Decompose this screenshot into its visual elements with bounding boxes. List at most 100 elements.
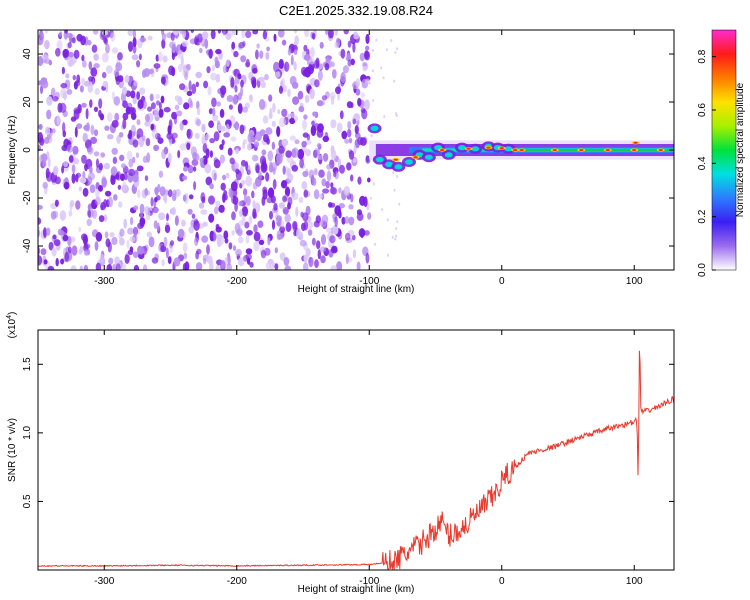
heatmap-noise-cell <box>173 257 181 267</box>
heatmap-noise-cell <box>352 118 357 125</box>
heatmap-noise-cell <box>242 106 248 113</box>
heatmap-noise-cell <box>189 100 194 109</box>
heatmap-signal-core <box>515 149 674 151</box>
heatmap-noise-cell <box>142 100 147 109</box>
heatmap-noise-cell <box>174 104 180 111</box>
heatmap-noise-cell <box>158 170 164 178</box>
heatmap-noise-cell <box>229 157 235 165</box>
heatmap-noise-cell <box>163 236 168 248</box>
heatmap-noise-cell <box>119 154 125 162</box>
heatmap-noise-cell <box>57 102 63 113</box>
heatmap-noise-cell <box>395 234 398 238</box>
colorbar-tick-label: 0.0 <box>697 263 708 277</box>
heatmap-noise-cell <box>215 200 221 207</box>
heatmap-noise-cell <box>246 230 253 236</box>
heatmap-noise-cell <box>187 208 193 215</box>
heatmap-noise-cell <box>53 239 61 247</box>
heatmap-signal-blob <box>405 159 413 165</box>
heatmap-noise-cell <box>70 265 77 270</box>
heatmap-noise-cell <box>316 148 321 156</box>
heatmap-noise-cell <box>71 37 76 44</box>
heatmap-noise-cell <box>99 253 105 264</box>
heatmap-noise-cell <box>321 178 327 187</box>
heatmap-noise-cell <box>61 165 65 174</box>
heatmap-noise-cell <box>122 100 128 108</box>
heatmap-noise-cell <box>132 251 139 258</box>
heatmap-noise-cell <box>276 215 282 222</box>
heatmap-noise-cell <box>156 100 160 106</box>
snr-multiplier: (x104) <box>6 312 18 339</box>
heatmap-noise-cell <box>38 55 44 67</box>
heatmap-hot-spot <box>413 156 418 159</box>
heatmap-noise-cell <box>139 87 146 95</box>
heatmap-noise-cell <box>237 73 242 80</box>
heatmap-noise-cell <box>247 165 251 176</box>
heatmap-noise-cell <box>319 246 327 253</box>
heatmap-noise-cell <box>102 30 109 36</box>
heatmap-noise-cell <box>315 215 321 224</box>
heatmap-hot-spot <box>512 149 518 151</box>
heatmap-noise-cell <box>194 132 200 139</box>
heatmap-noise-cell <box>84 249 89 256</box>
heatmap-noise-cell <box>396 47 399 51</box>
heatmap-noise-cell <box>62 48 70 58</box>
heatmap-noise-cell <box>241 30 246 39</box>
heatmap-noise-cell <box>58 229 65 236</box>
heatmap-noise-cell <box>227 30 234 37</box>
heatmap-noise-cell <box>338 203 345 209</box>
heatmap-noise-cell <box>77 103 82 114</box>
heatmap-noise-cell <box>348 150 355 160</box>
heatmap-noise-cell <box>137 247 144 255</box>
heatmap-noise-cell <box>367 177 371 183</box>
heatmap-noise-cell <box>51 247 57 257</box>
heatmap-noise-cell <box>132 156 136 164</box>
heatmap-noise-cell <box>76 172 82 178</box>
heatmap-noise-cell <box>54 199 59 207</box>
heatmap-noise-cell <box>216 237 222 248</box>
heatmap-noise-cell <box>337 92 341 101</box>
heatmap-noise-cell <box>171 132 178 139</box>
heatmap-noise-cell <box>93 106 99 113</box>
heatmap-noise-cell <box>390 39 393 42</box>
heatmap-noise-cell <box>330 265 338 270</box>
heatmap-noise-cell <box>182 242 188 253</box>
heatmap-noise-cell <box>258 239 265 246</box>
heatmap-noise-cell <box>320 234 327 245</box>
heatmap-noise-cell <box>234 162 239 170</box>
heatmap-noise-cell <box>257 220 264 228</box>
heatmap-noise-cell <box>213 159 221 169</box>
heatmap-noise-cell <box>275 71 281 78</box>
heatmap-noise-cell <box>165 247 169 259</box>
heatmap-noise-cell <box>175 189 181 197</box>
heatmap-noise-cell <box>395 227 398 230</box>
heatmap-noise-cell <box>245 248 253 255</box>
heatmap-noise-cell <box>68 51 74 58</box>
heatmap-noise-cell <box>309 88 315 100</box>
heatmap-noise-cell <box>128 129 132 140</box>
heatmap-noise-cell <box>91 44 98 53</box>
heatmap-signal-blob <box>385 161 394 167</box>
heatmap-noise-cell <box>267 258 274 265</box>
heatmap-noise-cell <box>73 49 80 59</box>
heatmap-noise-cell <box>223 230 229 240</box>
heatmap-noise-cell <box>214 60 220 69</box>
heatmap-noise-cell <box>252 30 259 35</box>
heatmap-noise-cell <box>235 170 242 181</box>
heatmap-noise-cell <box>222 65 228 74</box>
heatmap-hot-spot <box>552 149 557 151</box>
heatmap-noise-cell <box>78 186 82 192</box>
heatmap-noise-cell <box>47 265 55 270</box>
heatmap-noise-cell <box>88 76 94 82</box>
heatmap-signal-blob <box>370 125 379 131</box>
heatmap-noise-cell <box>158 51 163 62</box>
heatmap-noise-cell <box>253 224 258 233</box>
bottom-x-ticks: -300 -200 -100 0 100 <box>94 330 643 587</box>
heatmap-noise-cell <box>148 68 155 75</box>
heatmap-noise-cell <box>122 181 127 191</box>
heatmap-noise-cell <box>152 206 159 214</box>
heatmap-noise-cell <box>361 109 368 120</box>
heatmap-noise-cell <box>158 108 164 118</box>
heatmap-noise-cell <box>208 120 215 128</box>
heatmap-noise-cell <box>238 200 243 207</box>
heatmap-noise-cell <box>299 239 307 247</box>
